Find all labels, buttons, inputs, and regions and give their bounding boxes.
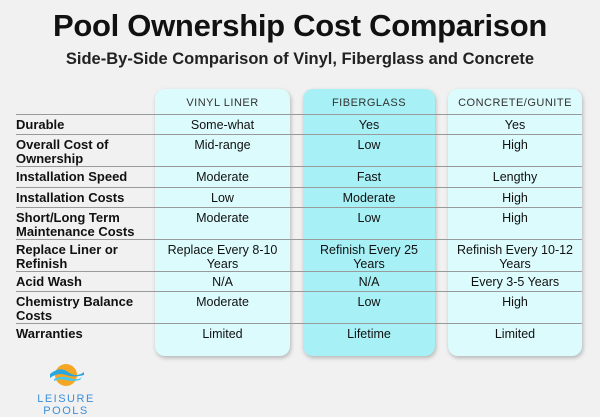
cell: Lengthy: [492, 170, 538, 184]
cell: High: [502, 138, 528, 152]
table-row: Replace Liner or Refinish Replace Every 8…: [16, 239, 582, 272]
cell: N/A: [358, 275, 380, 289]
table-row: Short/Long Term Maintenance Costs Moderat…: [16, 207, 582, 240]
cell: Lifetime: [347, 327, 391, 341]
cell: Some-what: [190, 118, 255, 132]
table-row: Acid Wash N/A N/A Every 3-5 Years: [16, 271, 582, 292]
cell: Low: [357, 295, 381, 309]
leisure-pools-logo: LEISURE POOLS: [16, 362, 116, 417]
cell: Replace Every 8-10 Years: [167, 243, 278, 271]
cell: Refinish Every 10-12 Years: [456, 243, 574, 271]
cell: N/A: [212, 275, 233, 289]
row-label: Warranties: [16, 326, 83, 341]
cell: Moderate: [196, 211, 249, 225]
header-vinyl: VINYL LINER: [186, 97, 259, 109]
row-label: Chemistry Balance Costs: [16, 294, 134, 323]
row-label: Overall Cost of Ownership: [16, 137, 109, 166]
cell: Low: [357, 138, 381, 152]
row-label: Installation Speed: [16, 169, 128, 184]
table-row: Overall Cost of Ownership Mid-range Low Hig…: [16, 134, 582, 167]
table-row: Installation Speed Moderate Fast Lengthy: [16, 166, 582, 188]
cell: Refinish Every 25 Years: [320, 243, 418, 271]
cell: Moderate: [342, 191, 396, 205]
header-fiberglass: FIBERGLASS: [331, 97, 407, 109]
table-row: Chemistry Balance Costs Moderate Low High: [16, 291, 582, 324]
cell: Moderate: [196, 295, 249, 309]
table-row: Installation Costs Low Moderate High: [16, 187, 582, 208]
row-label: Short/Long Term Maintenance Costs: [16, 210, 135, 239]
cell: Low: [211, 191, 234, 205]
cell: High: [502, 295, 528, 309]
table-row: Durable Some-what Yes Yes: [16, 114, 582, 135]
cell: Limited: [494, 327, 536, 341]
row-label: Durable: [16, 117, 65, 132]
cell: Limited: [202, 327, 243, 341]
column-vinyl: [155, 89, 290, 356]
header-concrete: CONCRETE/GUNITE: [458, 97, 572, 109]
column-fiberglass: [303, 89, 435, 356]
cell: High: [502, 191, 528, 205]
row-label: Replace Liner or Refinish: [16, 242, 118, 271]
row-label: Installation Costs: [16, 190, 125, 205]
page-subtitle: Side-By-Side Comparison of Vinyl, Fiberg…: [65, 50, 535, 68]
cell: Mid-range: [194, 138, 251, 152]
row-label: Acid Wash: [16, 274, 82, 289]
page-title: Pool Ownership Cost Comparison: [53, 8, 547, 43]
column-concrete: [448, 89, 582, 356]
cell: Yes: [358, 118, 380, 132]
wave-sun-icon: [50, 364, 84, 386]
table-row: Warranties Limited Lifetime Limited: [16, 323, 582, 346]
cell: Low: [357, 211, 381, 225]
cell: Yes: [504, 118, 526, 132]
cell: Every 3-5 Years: [470, 275, 560, 289]
cell: High: [502, 211, 528, 225]
cell: Fast: [356, 170, 382, 184]
cell: Moderate: [196, 170, 249, 184]
